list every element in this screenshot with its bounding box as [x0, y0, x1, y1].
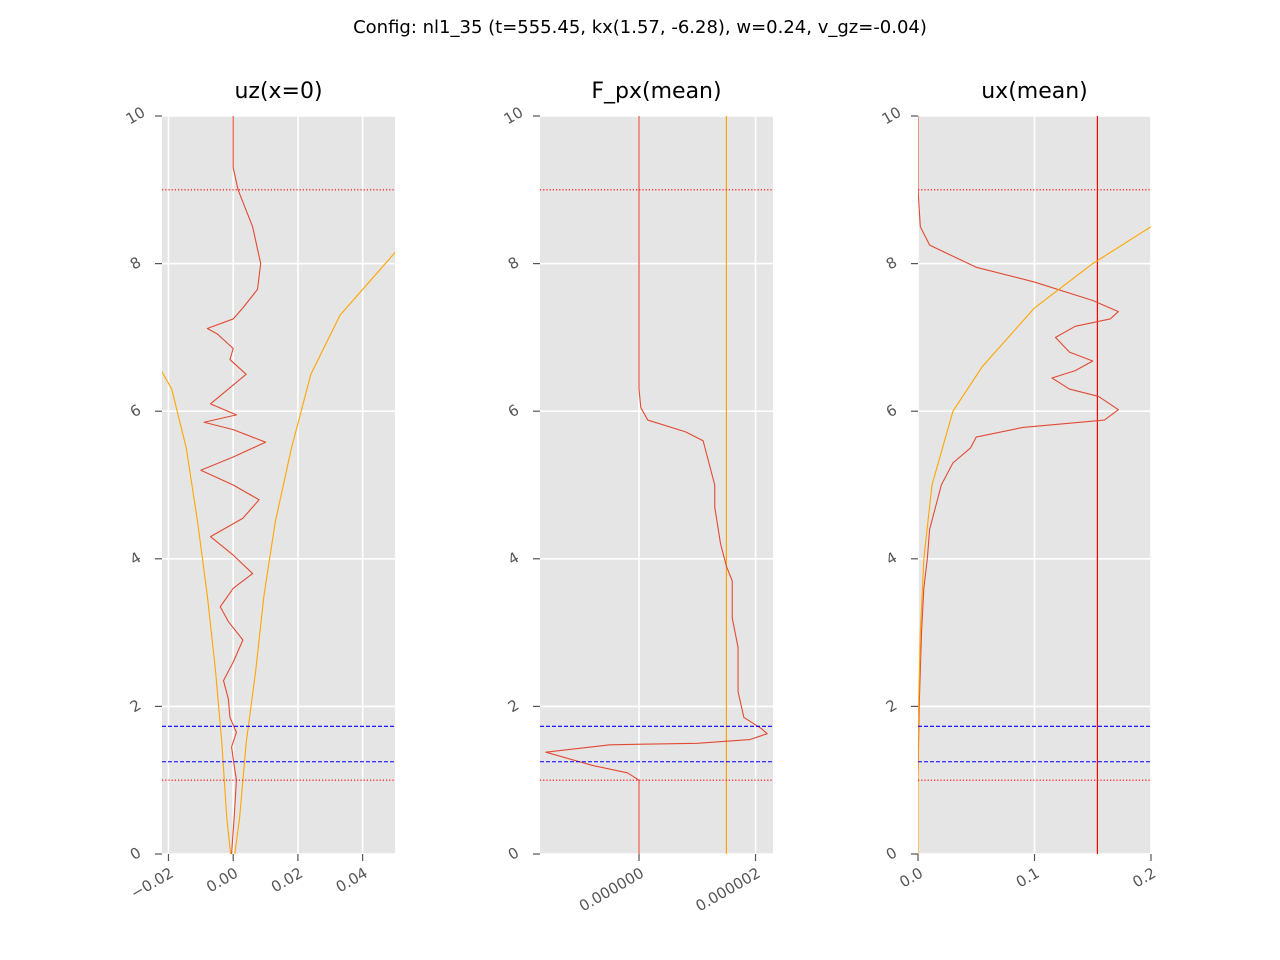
ytick-label: 10 [123, 103, 149, 128]
series-profile [200, 116, 267, 854]
xtick-label: 0.02 [268, 864, 306, 896]
ytick-label: 0 [883, 843, 900, 863]
xtick-label: 0.2 [1129, 864, 1159, 892]
ytick-label: 6 [127, 401, 144, 421]
series-profile [545, 116, 768, 854]
plot-content-fpx [540, 116, 773, 854]
ytick-label: 0 [127, 843, 144, 863]
series-envelope-left [162, 370, 232, 854]
ytick-label: 8 [127, 253, 144, 273]
ytick-label: 2 [883, 696, 900, 716]
ytick-label: 8 [505, 253, 522, 273]
ytick-label: 0 [505, 843, 522, 863]
ytick-label: 4 [505, 548, 522, 568]
plot-content-ux [918, 116, 1151, 854]
plot-content-uz [162, 116, 395, 854]
ytick-label: 6 [883, 401, 900, 421]
xtick-label: 0.1 [1013, 864, 1043, 892]
ytick-label: 2 [127, 696, 144, 716]
xtick-label: 0.000002 [693, 864, 764, 915]
figure-title: Config: nl1_35 (t=555.45, kx(1.57, -6.28… [353, 17, 927, 38]
plot-area-fpx [540, 116, 773, 854]
xtick-label: 0.04 [333, 864, 371, 896]
panel-title-uz: uz(x=0) [234, 79, 322, 104]
panel-ux: ux(mean) 0 2 4 6 8 10 0.0 0.1 0.2 [879, 79, 1159, 891]
ytick-label: 8 [883, 253, 900, 273]
plot-area-uz [162, 116, 395, 854]
ytick-label: 10 [879, 103, 905, 128]
panel-title-fpx: F_px(mean) [591, 79, 721, 104]
ytick-label: 6 [505, 401, 522, 421]
ytick-label: 4 [127, 548, 144, 568]
xtick-label: 0.00 [203, 864, 241, 896]
series-envelope [918, 226, 1151, 854]
ytick-label: 10 [501, 103, 527, 128]
panel-uz: uz(x=0) 0 2 4 6 8 10 −0.02 0.00 0.02 0.04 [123, 79, 395, 902]
xtick-label: 0.0 [896, 864, 926, 892]
series-profile [918, 116, 1119, 854]
xtick-label: −0.02 [128, 864, 177, 903]
panel-fpx: F_px(mean) 0 2 4 6 8 10 0.000000 0.000002 [501, 79, 773, 915]
xtick-label: 0.000000 [576, 864, 647, 915]
ytick-label: 2 [505, 696, 522, 716]
ytick-label: 4 [883, 548, 900, 568]
panel-title-ux: ux(mean) [981, 79, 1088, 104]
